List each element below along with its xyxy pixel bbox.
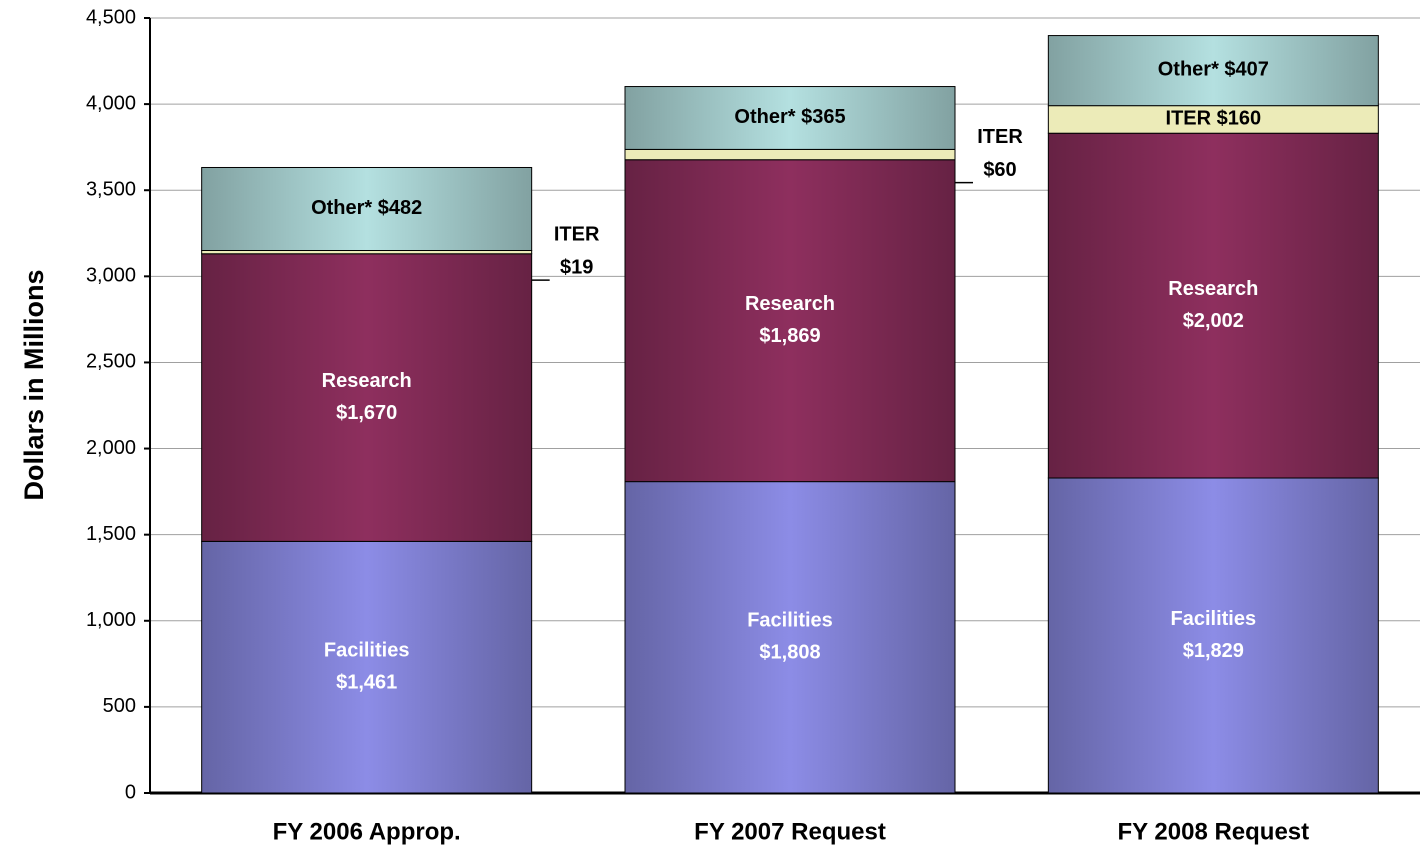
series-name: Other* [1158,59,1219,81]
series-name: Research [322,370,412,392]
segment-label: Research $1,670 [322,370,412,424]
data-label: $1,829 [1183,640,1244,662]
data-label: ITER $160 [1166,108,1262,130]
data-label: $407 [1224,59,1269,81]
series-name: ITER [1166,108,1212,130]
data-label: Other* $482 [311,197,422,219]
data-label: $1,869 [759,325,820,347]
y-tick-label: 1,000 [86,609,136,631]
bar-segment [624,148,956,161]
bar-segment [1047,477,1379,794]
y-tick-label: 2,500 [86,351,136,373]
segment-label: Other* $482 [311,197,422,219]
y-axis-label: Dollars in Millions [19,269,49,500]
segment-label: ITER $19 [531,223,600,281]
x-tick-label: FY 2007 Request [694,818,886,845]
data-label: $1,808 [759,642,820,664]
data-label: Other* $365 [734,106,845,128]
bar-segment [1047,132,1379,479]
data-label: $60 [983,159,1016,181]
data-label: $160 [1217,108,1262,130]
data-label: $1,670 [336,402,397,424]
y-tick-label: 500 [103,695,136,717]
series-name: Facilities [324,639,410,661]
data-label: $365 [801,106,846,128]
segment-label: Research $2,002 [1168,278,1258,332]
series-name: ITER [554,223,600,245]
series-name: Other* [734,106,795,128]
data-label: $482 [378,197,423,219]
data-label: $19 [560,256,593,278]
series-name: Facilities [747,610,833,632]
x-tick-label: FY 2006 Approp. [273,818,461,845]
segment-label: Other* $407 [1158,59,1269,81]
segment-label: Facilities $1,829 [1171,608,1257,662]
y-tick-label: 0 [125,781,136,803]
y-tick-label: 1,500 [86,523,136,545]
segment-label: Research $1,869 [745,293,835,347]
bar-segment [624,481,956,794]
data-label: Other* $407 [1158,59,1269,81]
segment-label: ITER $60 [955,126,1023,184]
bar-segment [1047,105,1379,134]
bar-segment [624,159,956,483]
series-name: Research [1168,278,1258,300]
series-name: Facilities [1171,608,1257,630]
y-tick-label: 3,500 [86,179,136,201]
data-label: $2,002 [1183,310,1244,332]
bar-segment [201,540,533,794]
segment-label: Facilities $1,808 [747,610,833,664]
segment-label: Other* $365 [734,106,845,128]
series-name: ITER [977,126,1023,148]
series-name: Other* [311,197,372,219]
segment-label: Facilities $1,461 [324,639,410,693]
series-name: Research [745,293,835,315]
y-tick-label: 4,500 [86,6,136,28]
y-tick-label: 3,000 [86,265,136,287]
y-tick-label: 2,000 [86,437,136,459]
segment-label: ITER $160 [1166,108,1262,130]
y-tick-label: 4,000 [86,92,136,114]
x-tick-label: FY 2008 Request [1118,818,1310,845]
bar-segment [201,253,533,542]
data-label: $1,461 [336,671,397,693]
